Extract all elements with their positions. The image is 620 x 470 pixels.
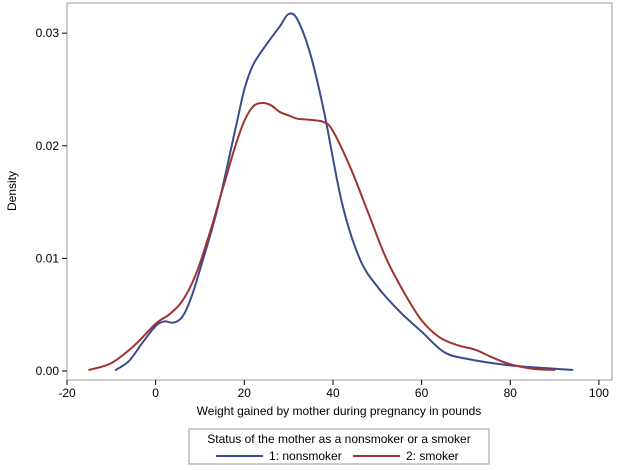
y-tick-label: 0.02 (36, 139, 60, 153)
series-layer (88, 12, 574, 371)
x-tick-label: 100 (589, 386, 609, 400)
legend-label-smoker: 2: smoker (406, 449, 459, 463)
y-axis: 0.00 0.01 0.02 0.03 (36, 26, 67, 378)
x-tick-label: 40 (326, 386, 340, 400)
plot-frame (66, 2, 613, 381)
x-tick-label: 80 (504, 386, 518, 400)
series-line-nonsmoker (114, 12, 574, 371)
legend-box (188, 428, 490, 465)
series-line-smoker (88, 101, 556, 371)
x-axis: -20 0 20 40 60 80 100 (58, 380, 609, 400)
legend-label-nonsmoker: 1: nonsmoker (269, 449, 342, 463)
x-tick-label: 60 (415, 386, 429, 400)
x-axis-label: Weight gained by mother during pregnancy… (197, 404, 482, 418)
y-tick-label: 0.03 (36, 26, 60, 40)
x-tick-label: 0 (152, 386, 159, 400)
y-axis-label: Density (5, 171, 19, 211)
legend-title: Status of the mother as a nonsmoker or a… (207, 432, 470, 446)
x-tick-label: 20 (238, 386, 252, 400)
x-tick-label: -20 (58, 386, 76, 400)
y-tick-label: 0.01 (36, 251, 60, 265)
legend: Status of the mother as a nonsmoker or a… (188, 428, 490, 465)
y-tick-label: 0.00 (36, 364, 60, 378)
